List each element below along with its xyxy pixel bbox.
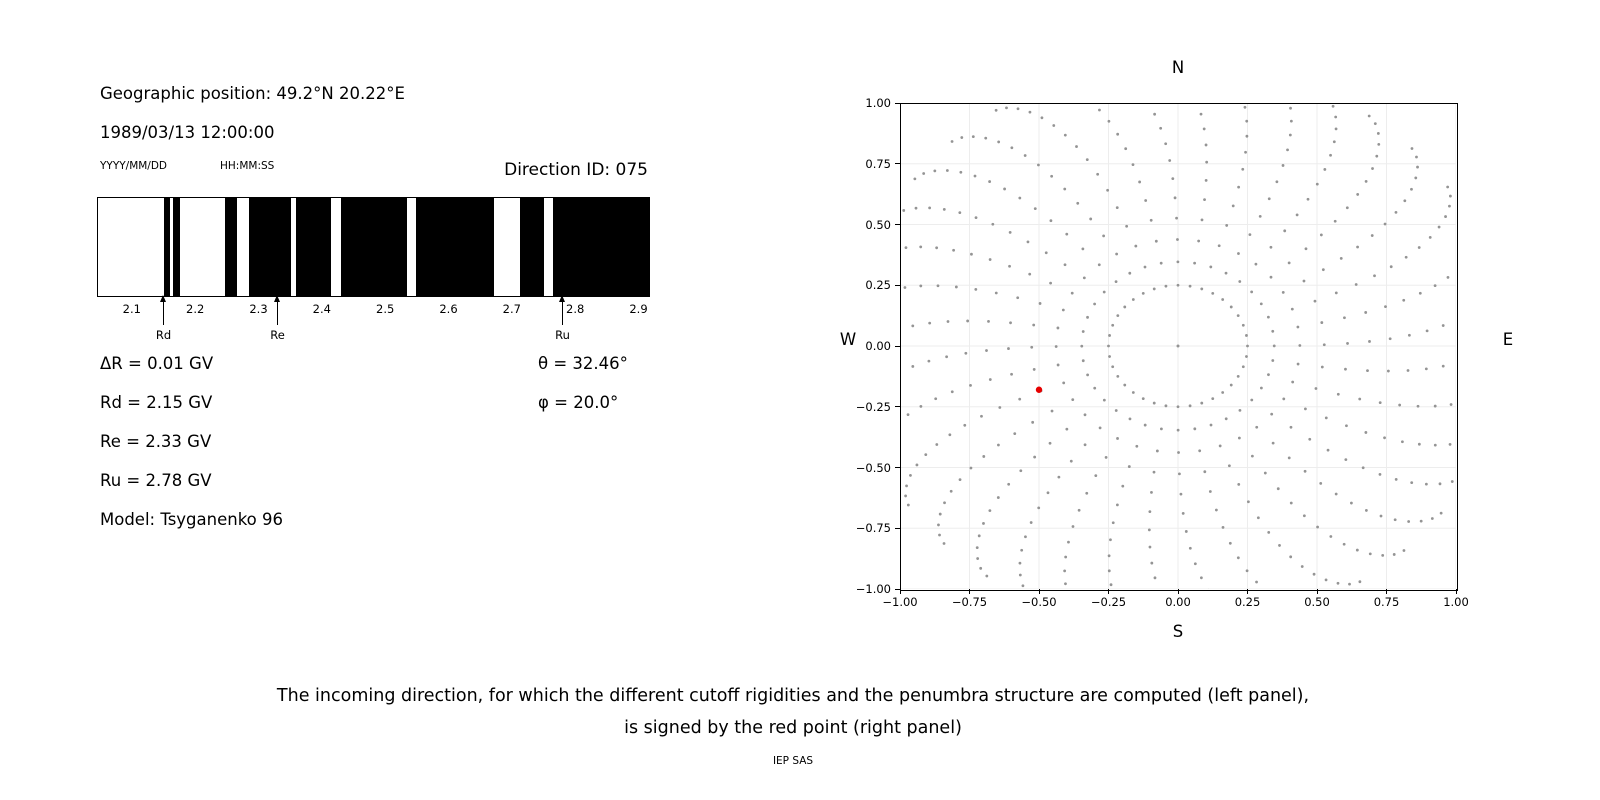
penumbra-band [341, 198, 408, 296]
y-tick-label: −0.25 [855, 399, 891, 414]
re-text: Re = 2.33 GV [100, 432, 212, 451]
y-tick-mark [895, 224, 900, 225]
marker-arrow-shaft [163, 299, 164, 325]
penumbra-axis: 2.1 2.2 2.3 2.4 2.5 2.6 2.7 2.8 2.9 [97, 295, 648, 317]
penumbra-band [415, 198, 494, 296]
y-tick-label: −0.50 [855, 460, 891, 475]
compass-south-label: S [1172, 622, 1184, 641]
ru-text: Ru = 2.78 GV [100, 471, 212, 490]
x-tick-label: 1.00 [1443, 595, 1469, 609]
y-tick-label: 0.00 [865, 339, 891, 353]
penumbra-tick-label: 2.3 [249, 302, 268, 316]
caption-line-2: is signed by the red point (right panel) [624, 718, 962, 738]
x-tick-label: −0.50 [1021, 595, 1057, 609]
datetime-text: 1989/03/13 12:00:00 [100, 123, 275, 142]
y-tick-mark [895, 588, 900, 590]
x-tick-mark [1247, 589, 1248, 594]
marker-arrow-head-icon [559, 295, 565, 302]
x-tick-mark [1038, 589, 1040, 594]
penumbra-marker-label: Re [270, 328, 285, 342]
penumbra-band [552, 198, 649, 296]
geo-position-text: Geographic position: 49.2°N 20.22°E [100, 84, 405, 103]
y-tick-label: 1.00 [865, 96, 891, 110]
date-format-label: YYYY/MM/DD [100, 160, 168, 172]
penumbra-marker-label: Rd [155, 328, 172, 342]
marker-arrow-head-icon [160, 295, 166, 302]
y-tick-mark [895, 406, 900, 408]
penumbra-band [163, 198, 170, 296]
penumbra-marker-label: Ru [555, 328, 570, 342]
y-tick-mark [895, 284, 900, 286]
marker-arrow-shaft [277, 299, 278, 325]
credit-text: IEP SAS [772, 755, 814, 767]
penumbra-band [172, 198, 180, 296]
penumbra-markers: Rd Re Ru [97, 295, 648, 345]
x-tick-label: −0.75 [951, 595, 988, 609]
penumbra-band [296, 198, 332, 296]
x-tick-mark [969, 589, 970, 594]
direction-id-text: Direction ID: 075 [504, 160, 648, 180]
penumbra-tick-label: 2.8 [566, 302, 585, 316]
compass-north-label: N [1171, 58, 1185, 77]
compass-west-label: W [839, 330, 857, 349]
y-tick-mark [895, 467, 900, 468]
penumbra-tick-label: 2.1 [122, 302, 141, 316]
penumbra-plot [97, 197, 650, 297]
penumbra-band [225, 198, 238, 296]
y-tick-mark [895, 163, 900, 165]
penumbra-band [519, 198, 545, 296]
caption-line-1: The incoming direction, for which the di… [276, 686, 1310, 706]
y-tick-label: −1.00 [855, 582, 891, 596]
y-tick-mark [895, 345, 900, 347]
penumbra-tick-label: 2.2 [186, 302, 205, 316]
time-format-label: HH:MM:SS [220, 160, 275, 172]
x-tick-label: 0.00 [1165, 595, 1191, 609]
x-tick-label: 0.75 [1373, 595, 1400, 609]
marker-arrow-head-icon [274, 295, 280, 302]
penumbra-tick-label: 2.5 [376, 302, 395, 316]
phi-text: φ = 20.0° [538, 393, 619, 412]
model-text: Model: Tsyganenko 96 [100, 510, 284, 529]
penumbra-band [249, 198, 291, 296]
marker-arrow-shaft [562, 299, 563, 325]
x-tick-mark [1108, 589, 1109, 594]
compass-east-label: E [1502, 330, 1514, 349]
x-tick-mark [899, 589, 901, 594]
y-tick-label: 0.50 [865, 217, 891, 232]
x-tick-mark [1455, 589, 1457, 594]
y-tick-mark [895, 102, 900, 104]
y-tick-label: −0.75 [855, 521, 891, 536]
x-tick-label: −0.25 [1090, 595, 1127, 609]
rd-text: Rd = 2.15 GV [100, 393, 213, 412]
x-tick-label: 0.25 [1234, 595, 1261, 609]
x-tick-label: −1.00 [882, 595, 918, 609]
direction-scatter [900, 103, 1456, 589]
penumbra-tick-label: 2.9 [629, 302, 648, 316]
penumbra-tick-label: 2.7 [502, 302, 521, 316]
x-tick-mark [1177, 589, 1179, 594]
x-tick-mark [1316, 589, 1318, 594]
theta-text: θ = 32.46° [538, 354, 628, 373]
y-tick-label: 0.25 [865, 278, 891, 293]
penumbra-chart: 2.1 2.2 2.3 2.4 2.5 2.6 2.7 2.8 2.9 Rd Re Ru [97, 197, 650, 342]
delta-r-text: ΔR = 0.01 GV [100, 354, 214, 373]
y-tick-label: 0.75 [865, 156, 891, 171]
y-tick-mark [895, 527, 900, 529]
direction-map-chart: −1.00 −0.75 −0.50 −0.25 0.00 0.25 0.50 0.75 1.00… [840, 58, 1513, 641]
x-tick-mark [1386, 589, 1387, 594]
penumbra-tick-label: 2.6 [439, 302, 458, 316]
penumbra-tick-label: 2.4 [312, 302, 331, 316]
x-tick-label: 0.50 [1304, 595, 1330, 609]
